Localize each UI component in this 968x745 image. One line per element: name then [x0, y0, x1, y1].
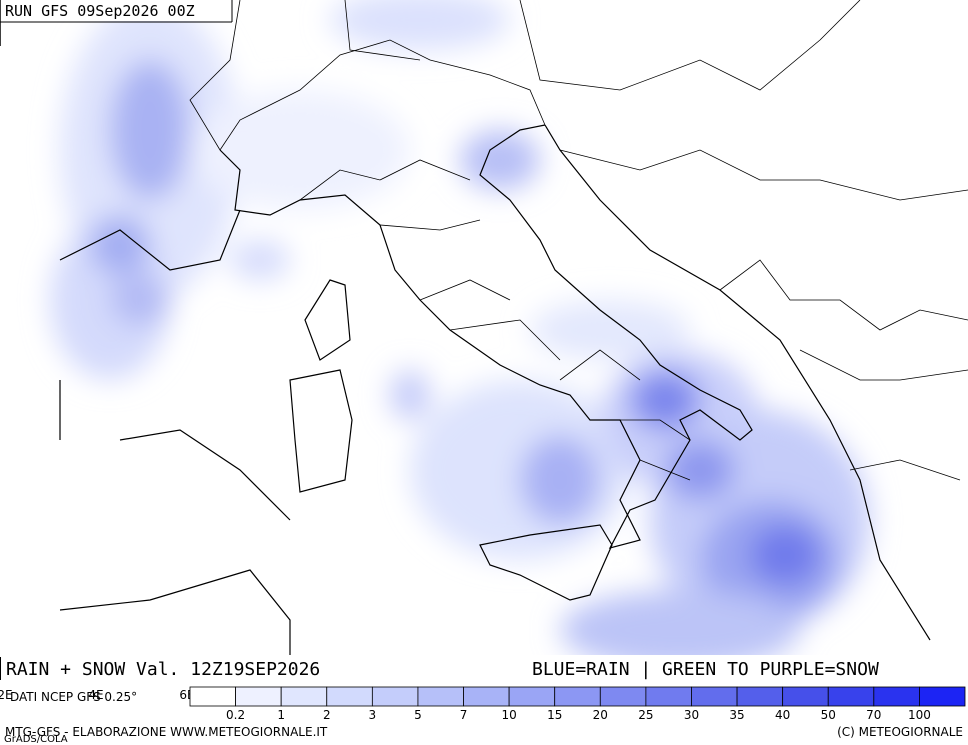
colorbar-swatch [873, 686, 920, 707]
colorbar-label: 20 [593, 708, 608, 722]
header-bg [1, 0, 231, 21]
colorbar-swatch [827, 686, 875, 707]
colorbar-label: 5 [414, 708, 422, 722]
colorbar-label: 70 [866, 708, 881, 722]
colorbar-label: 1 [277, 708, 285, 722]
longitude-label: 2E [0, 688, 13, 702]
borders [189, 0, 968, 481]
colorbar-label: 30 [684, 708, 699, 722]
colorbar-label: 40 [775, 708, 790, 722]
colorbar-swatch [280, 686, 328, 707]
header-box: RUN GFS 09Sep2026 00Z [0, 0, 233, 46]
footer-left: MTG-GFS - ELABORAZIONE WWW.METEOGIORNALE… [5, 725, 328, 739]
colorbar-label: 2 [323, 708, 331, 722]
colorbar-swatch [371, 686, 419, 707]
footer-credit: GrADS/COLA [4, 734, 68, 745]
colorbar-swatch [554, 686, 601, 707]
colorbar-swatch [508, 686, 556, 707]
colorbar-swatch [326, 686, 373, 707]
colorbar-swatch [919, 686, 966, 707]
colorbar-swatch [189, 686, 236, 707]
colorbar-swatch [736, 686, 784, 707]
colorbar-swatch [599, 686, 647, 707]
colorbar-label: 100 [908, 708, 931, 722]
colorbar-swatch [417, 686, 464, 707]
colorbar-label: 10 [501, 708, 516, 722]
longitude-label: 4E [88, 688, 103, 702]
colorbar-label: 15 [547, 708, 562, 722]
footer-right: (C) METEOGIORNALE [837, 725, 963, 739]
run-label: RUN GFS 09Sep2026 00Z [5, 2, 195, 20]
title-left: RAIN + SNOW Val. 12Z19SEP2026 [6, 659, 320, 680]
colorbar-swatch [645, 686, 692, 707]
colorbar-swatch [235, 686, 282, 707]
title-right: BLUE=RAIN | GREEN TO PURPLE=SNOW [532, 659, 879, 680]
colorbar-swatch [782, 686, 829, 707]
precip-field [50, 0, 870, 670]
coastlines [59, 124, 931, 655]
colorbar: 0.2 1 2 3 5 7 10 15 20 25 30 35 40 50 70 100 [189, 686, 966, 722]
colorbar-label: 50 [821, 708, 836, 722]
colorbar-label: 0.2 [226, 708, 245, 722]
colorbar-swatch [691, 686, 738, 707]
map-edge [0, 0, 60, 655]
colorbar-swatch [463, 686, 510, 707]
source-label: DATI NCEP GFS 0.25° [10, 690, 137, 704]
colorbar-label: 25 [638, 708, 653, 722]
colorbar-label: 7 [460, 708, 468, 722]
colorbar-label: 35 [729, 708, 744, 722]
colorbar-label: 3 [369, 708, 377, 722]
